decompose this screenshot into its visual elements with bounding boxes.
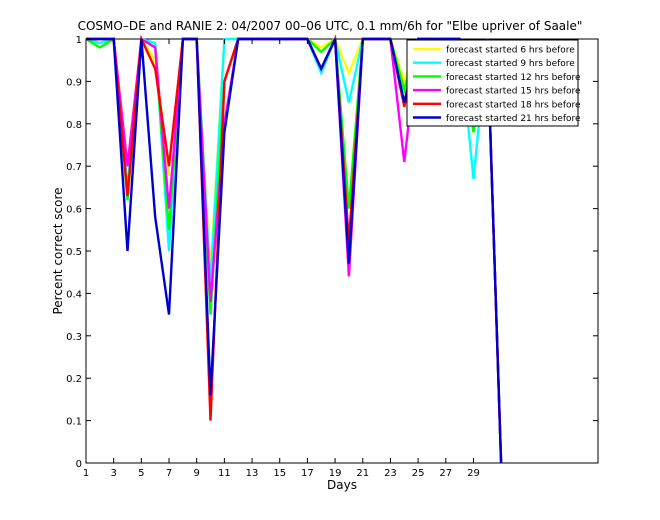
legend-label-2: forecast started 9 hrs before — [446, 59, 575, 69]
y-axis-ticks: 0 0.1 0.2 0.3 0.4 0.5 0.6 0.7 0.8 0.9 1 — [66, 35, 598, 470]
y-tick-label-5: 0.5 — [66, 247, 82, 258]
x-tick-label-21: 21 — [356, 468, 369, 479]
x-tick-label-1: 1 — [83, 468, 89, 479]
x-tick-label-15: 15 — [273, 468, 286, 479]
y-axis-label: Percent correct score — [51, 187, 65, 314]
x-tick-label-17: 17 — [301, 468, 314, 479]
x-axis-ticks: 1 3 5 7 9 11 13 15 17 19 21 23 25 27 29 — [83, 39, 480, 479]
x-tick-label-29: 29 — [467, 468, 480, 479]
x-tick-label-19: 19 — [329, 468, 342, 479]
y-tick-label-4: 0.4 — [66, 289, 82, 300]
y-tick-label-8: 0.8 — [66, 120, 82, 131]
x-tick-label-27: 27 — [439, 468, 452, 479]
x-tick-label-13: 13 — [246, 468, 259, 479]
y-tick-label-1: 0.1 — [66, 417, 82, 428]
y-tick-label-0: 0 — [76, 459, 82, 470]
x-tick-label-5: 5 — [138, 468, 144, 479]
x-tick-label-11: 11 — [218, 468, 231, 479]
chart-title: COSMO–DE and RANIE 2: 04/2007 00–06 UTC,… — [78, 19, 583, 33]
x-tick-label-25: 25 — [412, 468, 425, 479]
x-tick-label-9: 9 — [194, 468, 200, 479]
legend: forecast started 6 hrs before forecast st… — [406, 39, 581, 127]
legend-label-6: forecast started 21 hrs before — [446, 114, 581, 124]
y-tick-label-10: 1 — [76, 35, 82, 46]
legend-label-3: forecast started 12 hrs before — [446, 73, 581, 83]
legend-label-4: forecast started 15 hrs before — [446, 87, 581, 97]
x-axis-label: Days — [327, 478, 357, 492]
x-tick-label-3: 3 — [110, 468, 116, 479]
x-tick-label-23: 23 — [384, 468, 397, 479]
legend-label-5: forecast started 18 hrs before — [446, 100, 581, 110]
y-tick-label-6: 0.6 — [66, 205, 82, 216]
y-tick-label-7: 0.7 — [66, 162, 82, 173]
legend-items: forecast started 6 hrs before forecast st… — [413, 46, 581, 124]
y-tick-label-2: 0.2 — [66, 374, 82, 385]
legend-label-1: forecast started 6 hrs before — [446, 46, 575, 56]
x-tick-label-7: 7 — [166, 468, 172, 479]
legend-box — [406, 39, 579, 127]
y-tick-label-9: 0.9 — [66, 77, 82, 88]
y-tick-label-3: 0.3 — [66, 332, 82, 343]
